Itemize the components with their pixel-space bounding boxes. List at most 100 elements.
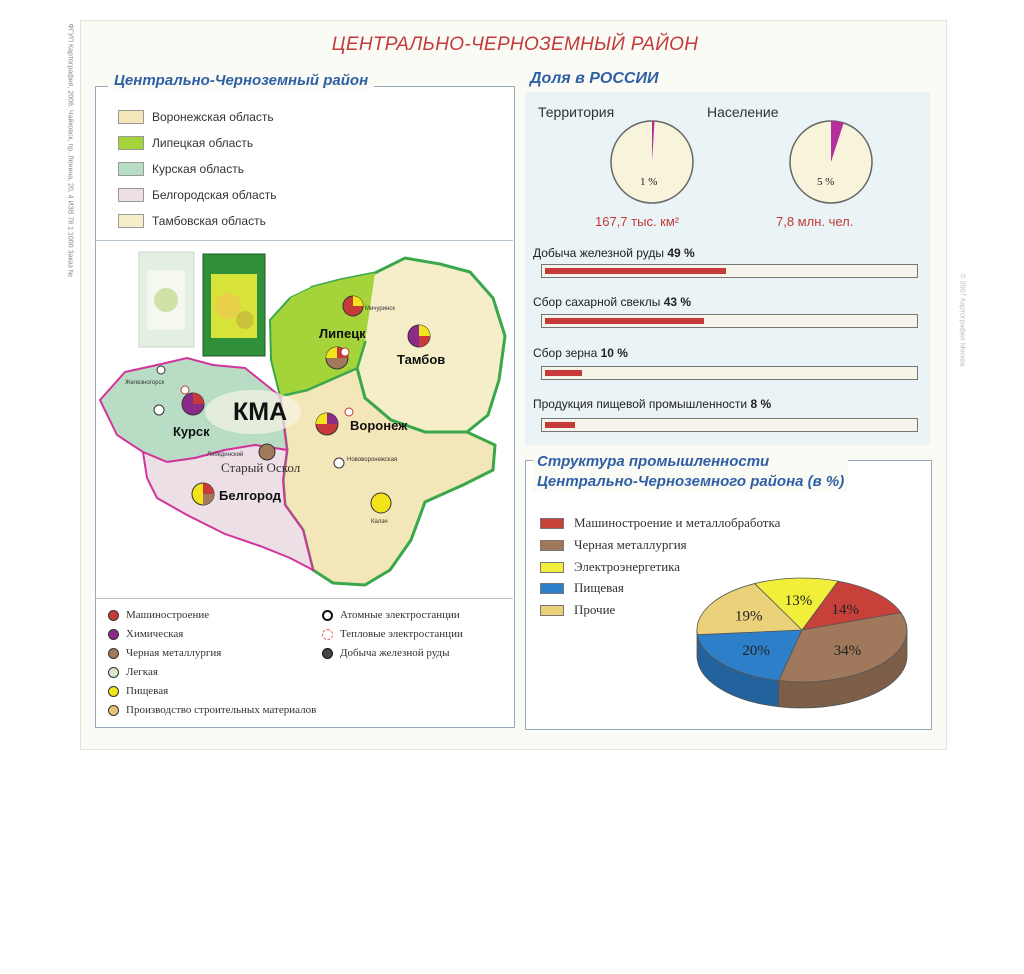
region-map: КМА Липецк Тамбов Курск Воронеж Белгород… (95, 240, 513, 598)
region-label: Воронежская область (152, 110, 274, 124)
region-swatch (118, 188, 144, 202)
bar-track-sugar-beet (541, 314, 918, 328)
voronezh-label: Воронеж (350, 418, 408, 433)
legend-label: Черная металлургия (126, 647, 221, 659)
kalach-marker (371, 493, 391, 513)
bar-track-food-products (541, 418, 918, 432)
metallurgy-icon (108, 648, 119, 659)
kursk-marker (182, 393, 204, 415)
kursk-tes-thermal-icon (181, 386, 189, 394)
structure-legend-item: Пищевая (540, 580, 624, 596)
structure-swatch (540, 583, 564, 594)
region-legend-item: Тамбовская область (118, 208, 276, 234)
structure-legend-item: Черная металлургия (540, 537, 687, 553)
pie-slice-label: 19% (735, 608, 763, 624)
structure-title-line1: Структура промышленности (537, 452, 844, 472)
bar-label-grain: Сбор зерна 10 % (533, 346, 628, 360)
legend-item-machine: Машиностроение (108, 609, 209, 621)
map-panel-title: Центрально-Черноземный район (108, 72, 374, 89)
legend-label: Добыча железной руды (340, 647, 450, 659)
legend-item-atom: Атомные электростанции (322, 609, 460, 621)
pie-slice-label: 20% (742, 643, 770, 659)
legend-item-food: Пищевая (108, 685, 168, 697)
legend-label: Машиностроение (126, 609, 209, 621)
structure-legend-item: Прочие (540, 602, 615, 618)
bar-label-food-products: Продукция пищевой промышленности 8 % (533, 397, 771, 411)
region-swatch (118, 214, 144, 228)
region-legend-item: Белгородская область (118, 182, 276, 208)
structure-legend-label: Пищевая (574, 580, 624, 596)
chemical-industry-icon (108, 629, 119, 640)
population-label: Население (707, 104, 779, 120)
bar-fill-food-products (545, 422, 575, 428)
industry-structure-pie: 14% 34% 20% 19% 13% (690, 570, 920, 720)
side-imprint-right: © 2007 Картография Москва (952, 20, 964, 740)
bar-fill-sugar-beet (545, 318, 704, 324)
bar-track-iron-ore (541, 264, 918, 278)
bar-label-sugar-beet: Сбор сахарной свеклы 43 % (533, 295, 691, 309)
region-swatch (118, 110, 144, 124)
food-industry-icon (108, 686, 119, 697)
legend-item-chemical: Химическая (108, 628, 183, 640)
map-legend-divider (95, 598, 513, 599)
stary-oskol-label: Старый Оскол (221, 460, 301, 475)
structure-legend-item: Электроэнергетика (540, 559, 680, 575)
region-legend-item: Курская область (118, 156, 276, 182)
population-value: 7,8 млн. чел. (776, 214, 853, 229)
michurinsk-label: Мичуринск (365, 306, 395, 312)
legend-item-metallurgy: Черная металлургия (108, 647, 221, 659)
belgorod-label: Белгород (219, 488, 282, 503)
region-label: Курская область (152, 162, 244, 176)
region-swatch (118, 162, 144, 176)
region-legend-item: Воронежская область (118, 104, 276, 130)
product-image-juice (139, 252, 194, 347)
structure-swatch (540, 540, 564, 551)
michurinsk-marker (343, 296, 363, 316)
structure-swatch (540, 562, 564, 573)
atom-icon (322, 610, 333, 621)
product-image-tea-box (203, 254, 265, 356)
structure-legend-item: Машиностроение и металлобработка (540, 515, 780, 531)
stary-oskol-marker (259, 444, 275, 460)
side-imprint-text: ФГУП Картография, 2006. Чайковск, пр. Ле… (67, 24, 74, 724)
legend-label: Пищевая (126, 685, 168, 697)
territory-pie-label: 1 % (640, 176, 657, 188)
share-panel-title: Доля в РОССИИ (530, 70, 659, 88)
legend-item-construction: Производство строительных материалов (108, 704, 316, 716)
light-industry-icon (108, 667, 119, 678)
pie-slice-label: 13% (785, 593, 813, 609)
region-label: Липецкая область (152, 136, 253, 150)
bar-value-text: 8 % (750, 397, 771, 411)
territory-pie: 1 % (608, 118, 696, 206)
zheleznogorsk-ore-icon (157, 366, 165, 374)
belgorod-marker (192, 483, 214, 505)
legend-item-light: Легкая (108, 666, 158, 678)
legend-label: Химическая (126, 628, 183, 640)
region-swatch (118, 136, 144, 150)
region-label: Белгородская область (152, 188, 276, 202)
structure-swatch (540, 518, 564, 529)
bar-label-iron-ore: Добыча железной руды 49 % (533, 246, 695, 260)
tambov-label: Тамбов (397, 352, 445, 367)
pie-slice-label: 14% (832, 602, 860, 618)
structure-swatch (540, 605, 564, 616)
population-pie-label: 5 % (817, 176, 834, 188)
tambov-marker (408, 325, 430, 347)
structure-legend-label: Машиностроение и металлобработка (574, 515, 780, 531)
region-legend: Воронежская область Липецкая область Кур… (118, 104, 276, 234)
bar-value-text: 43 % (664, 295, 691, 309)
pie-slice-label: 34% (834, 643, 862, 659)
structure-legend-label: Черная металлургия (574, 537, 687, 553)
nvaes-atom-icon (334, 458, 344, 468)
zheleznogorsk-label: Железногорск (125, 380, 164, 386)
territory-label: Территория (538, 104, 614, 120)
machine-industry-icon (108, 610, 119, 621)
kursk-label: Курск (173, 424, 210, 439)
page-title: ЦЕНТРАЛЬНО-ЧЕРНОЗЕМНЫЙ РАЙОН (300, 34, 730, 56)
bar-label-text: Добыча железной руды (533, 246, 664, 260)
bar-value-text: 10 % (601, 346, 628, 360)
bar-value-text: 49 % (667, 246, 694, 260)
legend-item-ore: Добыча железной руды (322, 647, 450, 659)
bar-label-text: Сбор зерна (533, 346, 597, 360)
